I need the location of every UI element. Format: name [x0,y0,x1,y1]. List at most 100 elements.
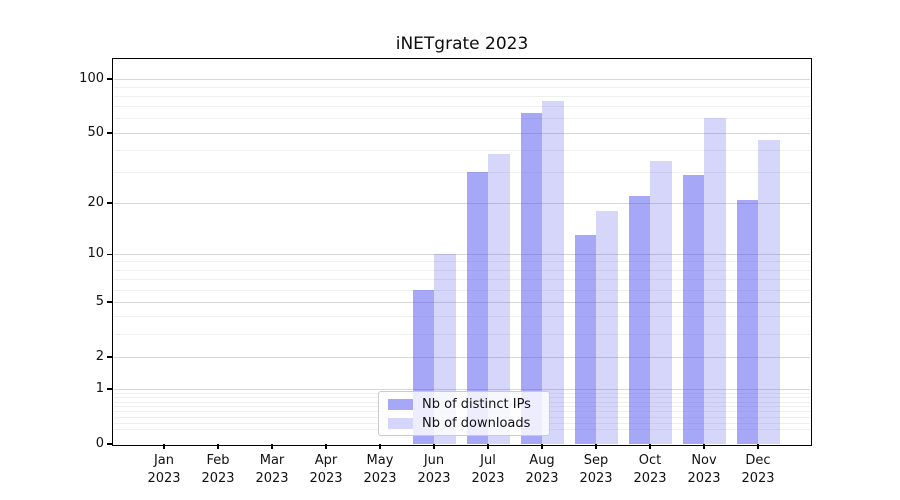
bar-downloads [758,139,780,444]
x-tick-month: Feb [206,453,230,468]
minor-gridline [114,149,810,151]
x-tick-label: Jul 2023 [458,452,518,487]
plot-area [112,58,812,446]
x-tick-month: May [366,453,394,468]
minor-gridline [114,261,810,263]
x-tick-month: Mar [259,453,285,468]
legend-item-distinct-ips: Nb of distinct IPs [379,397,549,412]
x-tick [649,444,651,449]
x-tick [325,444,327,449]
x-tick-year: 2023 [579,470,613,486]
x-tick-year: 2023 [363,470,397,486]
y-tick [107,388,113,390]
legend-swatch-downloads [388,417,413,429]
x-tick-month: Apr [314,453,338,468]
y-tick-label: 5 [95,294,104,310]
legend-label-downloads: Nb of downloads [422,415,531,431]
x-tick-year: 2023 [147,470,181,486]
x-tick-label: Jan 2023 [134,452,194,487]
major-gridline [114,253,810,255]
minor-gridline [114,86,810,88]
x-tick-month: Aug [529,453,555,468]
legend-swatch-distinct-ips [388,398,413,410]
minor-gridline [114,106,810,108]
x-tick [595,444,597,449]
x-tick [217,444,219,449]
x-tick-year: 2023 [201,470,235,486]
x-tick-month: Jun [423,453,445,468]
x-tick-month: Sep [583,453,609,468]
major-gridline [114,132,810,134]
minor-gridline [114,269,810,271]
x-tick-label: May 2023 [350,452,410,487]
legend-label-distinct-ips: Nb of distinct IPs [422,396,531,412]
y-tick [107,356,113,358]
minor-gridline [114,171,810,173]
minor-gridline [114,316,810,318]
x-tick-label: Mar 2023 [242,452,302,487]
x-tick-label: Sep 2023 [566,452,626,487]
bar-downloads [596,211,618,444]
y-tick [107,132,113,134]
x-tick-label: Feb 2023 [188,452,248,487]
bar-distinct-ips [520,112,542,444]
bar-downloads [488,154,510,444]
major-gridline [114,356,810,358]
bar-distinct-ips [574,235,596,444]
bar-downloads [704,117,726,444]
bar-distinct-ips [466,172,488,444]
y-tick-label: 100 [79,71,104,86]
y-tick-label: 0 [95,436,104,451]
x-tick-year: 2023 [633,470,667,486]
bar-distinct-ips [736,199,758,444]
major-gridline [114,388,810,390]
x-tick-label: Dec 2023 [728,452,788,487]
x-tick-label: Nov 2023 [674,452,734,487]
minor-gridline [114,333,810,335]
y-tick-label: 10 [87,246,104,262]
bar-distinct-ips [682,175,704,444]
y-tick-label: 1 [95,381,104,397]
x-tick [433,444,435,449]
x-tick-month: Nov [691,453,717,468]
y-tick-label: 50 [87,125,104,141]
y-tick [107,443,113,445]
minor-gridline [114,279,810,281]
x-tick-label: Apr 2023 [296,452,356,487]
x-tick-year: 2023 [309,470,343,486]
x-tick [379,444,381,449]
y-tick [107,301,113,304]
x-tick [487,444,489,449]
x-tick-month: Oct [638,453,662,468]
x-tick-year: 2023 [525,470,559,486]
x-tick-year: 2023 [417,470,451,486]
x-tick [757,444,759,449]
x-tick-year: 2023 [687,470,721,486]
legend-item-downloads: Nb of downloads [379,416,549,431]
minor-gridline [114,289,810,291]
x-tick [541,444,543,449]
x-tick-label: Oct 2023 [620,452,680,487]
x-tick-month: Jul [480,453,496,468]
bar-downloads [542,101,564,444]
y-tick-label: 2 [95,349,104,365]
legend: Nb of distinct IPs Nb of downloads [378,391,550,436]
major-gridline [114,301,810,303]
y-tick [107,202,113,204]
x-tick-year: 2023 [471,470,505,486]
minor-gridline [114,95,810,97]
bar-distinct-ips [628,196,650,444]
major-gridline [114,78,810,80]
y-tick [107,253,113,256]
x-tick [271,444,273,449]
bar-downloads [650,160,672,444]
y-tick [107,78,113,80]
minor-gridline [114,118,810,120]
x-tick-year: 2023 [255,470,289,486]
x-tick-month: Jan [153,453,175,468]
x-tick-label: Jun 2023 [404,452,464,487]
x-tick-month: Dec [745,453,771,468]
chart-title: iNETgrate 2023 [395,34,529,54]
x-tick-label: Aug 2023 [512,452,572,487]
